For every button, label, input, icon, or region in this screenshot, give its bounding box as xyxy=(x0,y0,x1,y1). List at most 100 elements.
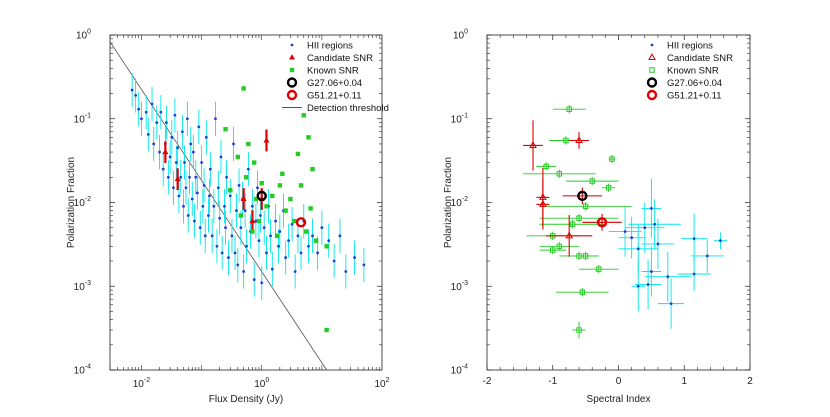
known-snr-point xyxy=(310,166,315,172)
hii-region-point xyxy=(649,270,653,273)
legend-marker xyxy=(649,67,655,73)
known-snr-point xyxy=(259,180,264,186)
hii-region-point xyxy=(623,230,627,233)
y-tick-base: 10 xyxy=(74,366,86,377)
legend-marker xyxy=(286,89,298,101)
hii-region-point xyxy=(284,256,288,259)
hii-region-point xyxy=(669,302,673,306)
hii-region-point xyxy=(144,110,148,114)
hii-region-point xyxy=(172,186,175,190)
hii-region-point xyxy=(195,191,199,195)
x-tick-base: 10 xyxy=(374,379,386,390)
known-snr-point xyxy=(313,238,319,243)
hii-region-point xyxy=(256,186,259,190)
hii-region-point xyxy=(362,263,366,267)
hii-region-point xyxy=(692,237,696,241)
hii-region-point xyxy=(202,184,206,187)
candidate-snr-point xyxy=(240,195,247,202)
hii-region-point xyxy=(191,150,195,154)
known-snr-point xyxy=(228,188,233,193)
hii-region-point xyxy=(186,214,190,217)
hii-region-point xyxy=(198,226,202,230)
hii-region-point xyxy=(260,281,264,285)
legend-marker xyxy=(289,67,295,73)
hii-region-point xyxy=(278,230,282,233)
x-axis-label: Flux Density (Jy) xyxy=(209,394,283,405)
candidate-snr-point xyxy=(529,141,537,148)
hii-region-point xyxy=(245,244,248,248)
known-snr-point xyxy=(238,213,244,218)
hii-region-point xyxy=(150,102,154,106)
legend-label: Detection threshold xyxy=(307,103,389,114)
legend-marker xyxy=(648,53,656,60)
hii-region-point xyxy=(649,207,653,210)
hii-region-point xyxy=(653,222,657,226)
known-snr-point xyxy=(576,253,582,259)
x-tick-label: -2 xyxy=(483,376,492,387)
known-snr-point xyxy=(306,135,311,140)
hii-region-point xyxy=(656,242,660,246)
hii-region-point xyxy=(166,175,170,179)
hii-region-point xyxy=(155,121,159,124)
known-snr-point xyxy=(292,218,297,224)
y-tick-exponent: -3 xyxy=(462,280,468,287)
known-snr-point xyxy=(556,243,563,249)
known-snr-point xyxy=(582,253,589,259)
legend-label: Known SNR xyxy=(307,65,359,76)
hii-region-point xyxy=(311,234,314,238)
y-axis-label: Polarization Fraction xyxy=(443,157,454,248)
known-snr-point xyxy=(609,156,615,162)
hii-region-point xyxy=(338,234,342,238)
y-tick-base: 10 xyxy=(74,114,86,125)
g51-point xyxy=(596,217,608,228)
hii-region-point xyxy=(165,121,168,124)
hii-region-point xyxy=(646,283,650,286)
hii-region-point xyxy=(182,204,185,208)
legend-marker xyxy=(290,43,294,47)
g27-point xyxy=(256,190,267,202)
known-snr-point xyxy=(556,171,563,177)
hii-region-point xyxy=(158,150,161,154)
hii-region-point xyxy=(215,244,219,248)
legend-label: G27.06+0.04 xyxy=(667,78,722,89)
y-tick-label: 10-3 xyxy=(74,280,91,293)
y-tick-label: 10-4 xyxy=(451,364,468,377)
hii-region-point xyxy=(636,284,640,288)
candidate-snr-point xyxy=(565,231,574,239)
hii-region-point xyxy=(134,94,138,97)
x-tick-exponent: 2 xyxy=(386,377,390,384)
hii-region-point xyxy=(287,239,291,243)
hii-region-point xyxy=(228,194,232,198)
hii-region-point xyxy=(235,209,238,213)
x-tick-exponent: 0 xyxy=(265,377,269,384)
known-snr-point xyxy=(283,208,288,213)
known-snr-point xyxy=(270,193,275,199)
x-tick-label: 10-2 xyxy=(133,377,150,390)
x-tick-exponent: -2 xyxy=(144,377,150,384)
known-snr-point xyxy=(589,178,595,184)
y-tick-label: 10-1 xyxy=(451,112,468,125)
hii-region-point xyxy=(161,167,165,171)
y-tick-base: 10 xyxy=(451,198,463,209)
x-tick-label: 100 xyxy=(254,377,269,390)
known-snr-point xyxy=(576,327,582,333)
hii-region-point xyxy=(208,194,211,198)
hii-region-point xyxy=(177,194,181,198)
hii-region-point xyxy=(719,239,722,243)
hii-region-point xyxy=(236,263,240,267)
candidate-snr-point xyxy=(174,175,181,182)
legend-marker xyxy=(646,77,658,88)
hii-region-point xyxy=(203,234,207,238)
hii-region-point xyxy=(230,234,234,238)
y-tick-exponent: -2 xyxy=(85,196,91,203)
hii-region-point xyxy=(210,234,214,238)
hii-region-point xyxy=(190,197,194,201)
known-snr-point xyxy=(274,233,280,239)
hii-region-point xyxy=(293,270,297,273)
legend-label: Known SNR xyxy=(667,65,719,76)
hii-region-point xyxy=(130,88,134,92)
legend-label: Candidate SNR xyxy=(667,53,733,64)
known-snr-point xyxy=(252,160,257,165)
hii-region-point xyxy=(233,251,237,255)
